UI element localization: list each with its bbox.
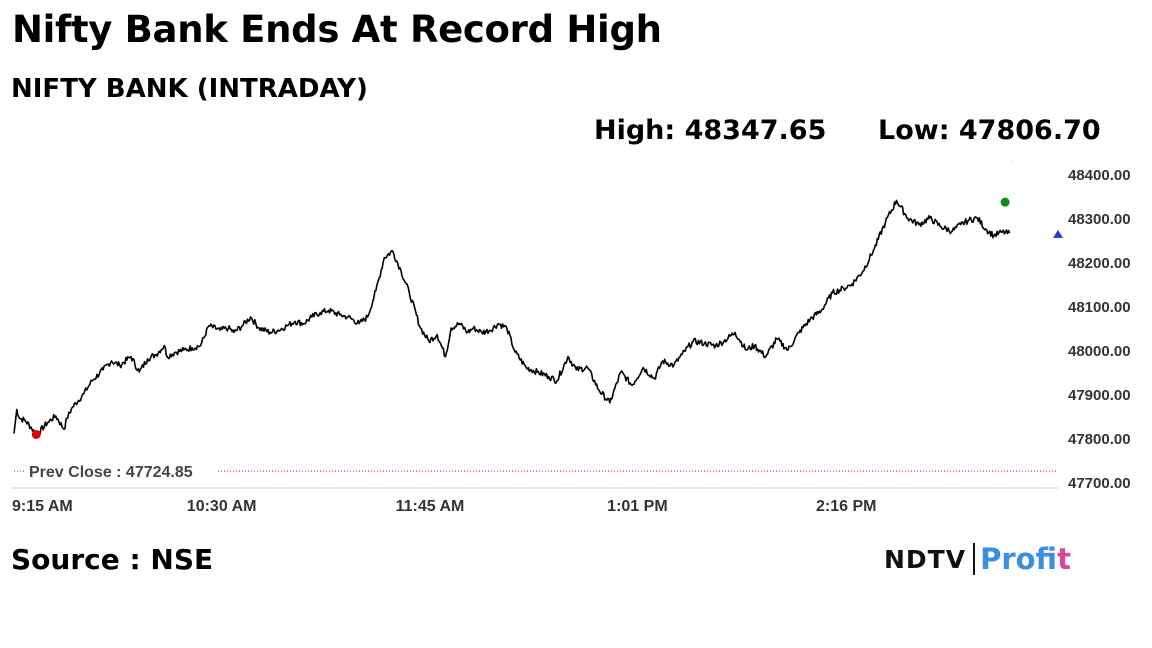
chart-title: NIFTY BANK (INTRADAY) xyxy=(11,74,368,104)
x-tick-label: 10:30 AM xyxy=(187,498,257,515)
y-tick-label: 47800.00 xyxy=(1068,431,1131,448)
prev-close-label: Prev Close : 47724.85 xyxy=(29,464,193,481)
y-tick-label: 48100.00 xyxy=(1068,299,1131,316)
x-tick-label: 2:16 PM xyxy=(816,498,876,515)
y-tick-label: 48300.00 xyxy=(1068,211,1131,228)
intraday-line-chart: Prev Close : 47724.85 48400.00 48300.00 482… xyxy=(12,160,1131,515)
high-value: High: 48347.65 xyxy=(594,115,827,146)
day-low-marker xyxy=(31,429,41,439)
day-high-marker xyxy=(1000,197,1010,207)
series-line xyxy=(13,199,1011,436)
chart-headline: Nifty Bank Ends At Record High xyxy=(12,8,662,51)
y-tick-label: 48200.00 xyxy=(1068,255,1131,272)
y-tick-label: 48400.00 xyxy=(1068,167,1131,184)
logo-profit-text: Profit xyxy=(980,542,1071,576)
ndtv-profit-logo: NDTV Profit xyxy=(884,541,1071,577)
x-tick-label: 1:01 PM xyxy=(607,498,667,515)
x-tick-label: 11:45 AM xyxy=(396,498,465,515)
last-value-label: 48264.05 xyxy=(1001,160,1055,163)
logo-ndtv-text: NDTV xyxy=(884,544,967,574)
source-note: Source : NSE xyxy=(11,543,214,576)
logo-divider xyxy=(973,543,976,575)
x-tick-label: 9:15 AM xyxy=(12,498,73,515)
y-tick-label: 47700.00 xyxy=(1068,475,1131,492)
low-value: Low: 47806.70 xyxy=(878,115,1101,146)
change-label: ↑ 1.13% xyxy=(1008,160,1055,163)
last-value-marker xyxy=(1053,229,1063,238)
prev-close-label-bg xyxy=(24,461,216,482)
y-tick-label: 48000.00 xyxy=(1068,343,1131,360)
y-tick-label: 47900.00 xyxy=(1068,387,1131,404)
